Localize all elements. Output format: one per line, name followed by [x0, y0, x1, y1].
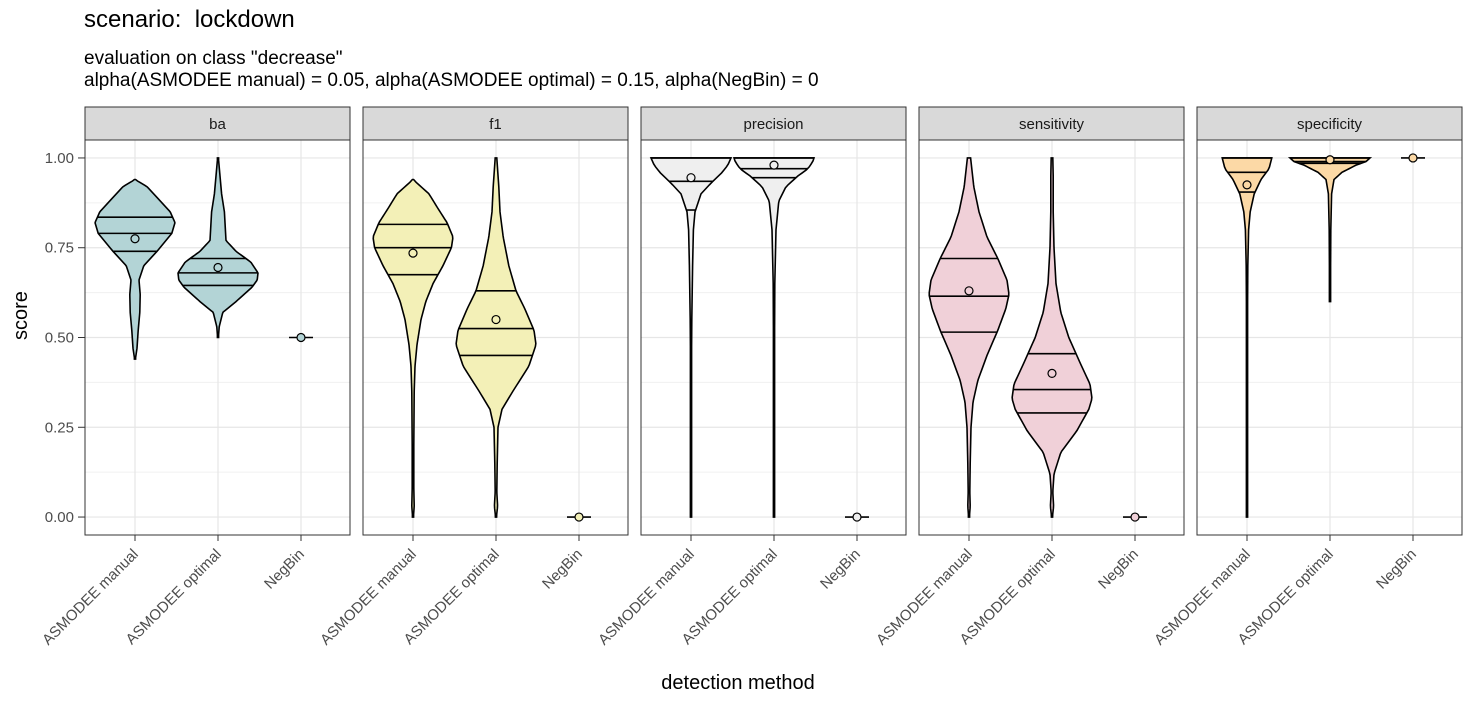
- x-tick-label: NegBin: [1095, 546, 1142, 593]
- mean-point: [964, 286, 974, 296]
- y-tick-label: 0.25: [45, 419, 74, 436]
- mean-point: [1408, 153, 1418, 163]
- facet-strip: [84, 106, 351, 141]
- mean-point: [1325, 155, 1335, 165]
- facet-strip: [640, 106, 907, 141]
- facet-label: ba: [209, 116, 226, 133]
- facet-strip: [1196, 106, 1463, 141]
- x-axis-label: detection method: [661, 672, 815, 694]
- y-tick-label: 1.00: [45, 150, 74, 167]
- facet-strip: [362, 106, 629, 141]
- mean-point: [1047, 368, 1057, 379]
- violin-ba-0: [94, 178, 176, 360]
- x-tick-label: NegBin: [261, 546, 308, 593]
- mean-point: [1130, 512, 1140, 522]
- mean-point: [296, 332, 306, 343]
- mean-point: [574, 512, 584, 522]
- x-tick-label: NegBin: [817, 546, 864, 593]
- facet-label: f1: [489, 116, 502, 133]
- facet-label: specificity: [1297, 116, 1363, 133]
- mean-point: [686, 173, 696, 183]
- mean-point: [491, 314, 501, 325]
- facet-strip: [918, 106, 1185, 141]
- violin-sensitivity-1: [1011, 157, 1093, 518]
- y-axis-label: score: [10, 291, 32, 340]
- y-tick-label: 0.50: [45, 330, 74, 347]
- x-tick-label: NegBin: [539, 546, 586, 593]
- mean-point: [852, 512, 862, 522]
- mean-point: [769, 160, 779, 170]
- chart-title: scenario: lockdown: [84, 6, 295, 33]
- violin-sensitivity-0: [928, 157, 1010, 518]
- mean-point: [1242, 180, 1252, 190]
- facet-label: sensitivity: [1019, 116, 1085, 133]
- chart-subtitle-line1: evaluation on class "decrease": [84, 48, 343, 69]
- y-tick-label: 0.00: [45, 509, 74, 526]
- mean-point: [408, 248, 418, 258]
- y-tick-label: 0.75: [45, 240, 74, 257]
- mean-point: [213, 262, 223, 273]
- x-tick-label: NegBin: [1373, 546, 1420, 593]
- chart-subtitle-line2: alpha(ASMODEE manual) = 0.05, alpha(ASMO…: [84, 70, 819, 91]
- facet-label: precision: [743, 116, 803, 133]
- violin-f1-1: [455, 157, 537, 518]
- mean-point: [130, 234, 140, 244]
- violin-f1-0: [372, 178, 454, 518]
- violin-ba-1: [177, 157, 259, 339]
